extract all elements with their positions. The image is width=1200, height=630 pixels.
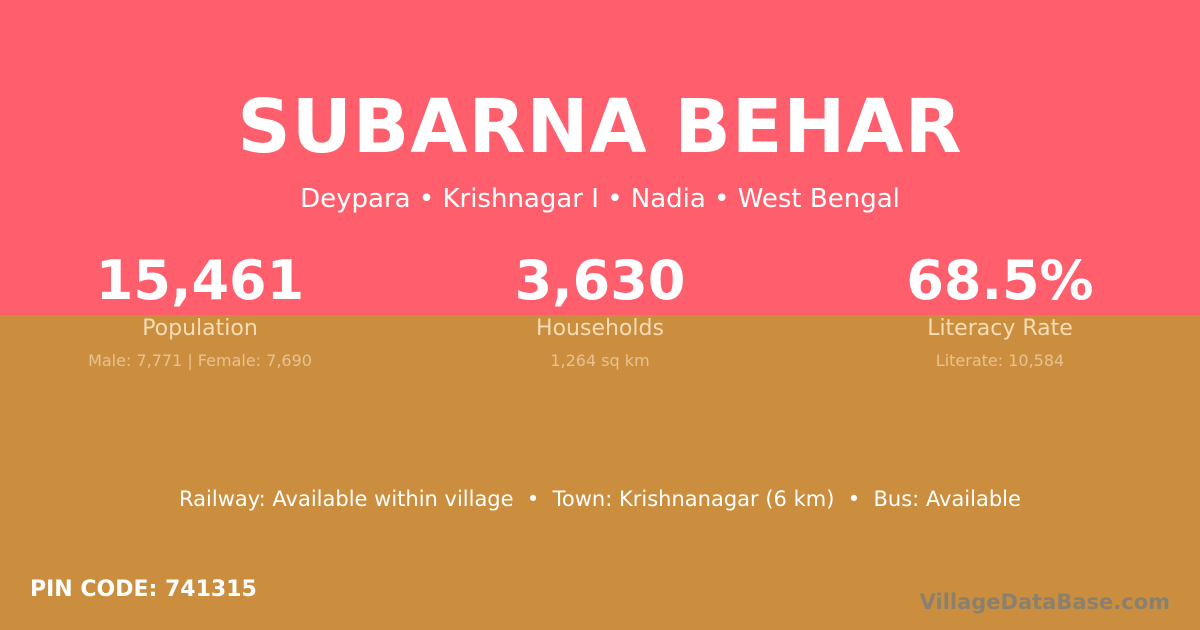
stat-label: Population bbox=[142, 316, 258, 341]
location-breadcrumb: Deypara • Krishnagar I • Nadia • West Be… bbox=[300, 184, 900, 214]
village-title: SUBARNA BEHAR bbox=[237, 84, 963, 170]
stat-detail: Male: 7,771 | Female: 7,690 bbox=[88, 351, 312, 370]
stat-value: 68.5% bbox=[906, 249, 1094, 312]
footer-band bbox=[0, 315, 1200, 630]
stat-households: 3,630 Households 1,264 sq km bbox=[400, 249, 800, 371]
stat-detail: Literate: 10,584 bbox=[935, 351, 1065, 370]
stat-literacy: 68.5% Literacy Rate Literate: 10,584 bbox=[800, 249, 1200, 371]
amenities-info: Railway: Available within village • Town… bbox=[179, 487, 1021, 511]
header-band bbox=[0, 0, 1200, 315]
stat-label: Literacy Rate bbox=[927, 316, 1073, 341]
stat-population: 15,461 Population Male: 7,771 | Female: … bbox=[0, 249, 400, 371]
pin-code: PIN CODE: 741315 bbox=[30, 577, 257, 602]
stat-detail: 1,264 sq km bbox=[550, 351, 650, 370]
stat-value: 3,630 bbox=[514, 249, 686, 312]
brand-watermark: VillageDataBase.com bbox=[919, 590, 1170, 614]
stat-value: 15,461 bbox=[95, 249, 305, 312]
stat-label: Households bbox=[536, 316, 664, 341]
